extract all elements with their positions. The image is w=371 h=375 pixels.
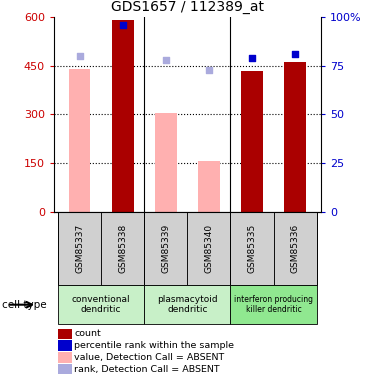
Point [77,53,83,59]
Bar [144,285,230,324]
Text: GSM85335: GSM85335 [247,224,256,273]
Bar [58,212,101,285]
Bar [241,70,263,212]
Bar [198,161,220,212]
Bar [230,285,316,324]
Text: percentile rank within the sample: percentile rank within the sample [74,341,234,350]
Text: rank, Detection Call = ABSENT: rank, Detection Call = ABSENT [74,364,220,374]
Text: GSM85337: GSM85337 [75,224,84,273]
Bar [187,212,230,285]
Bar [112,20,134,212]
Bar [284,62,306,212]
Text: count: count [74,330,101,339]
Text: interferon producing
killer dendritic: interferon producing killer dendritic [234,295,313,314]
Text: plasmacytoid
dendritic: plasmacytoid dendritic [157,295,218,314]
Point [163,57,169,63]
Text: cell type: cell type [2,300,46,310]
Text: GSM85339: GSM85339 [161,224,170,273]
Point [206,66,212,72]
Bar [144,212,187,285]
Bar [101,212,144,285]
Bar [230,212,273,285]
Title: GDS1657 / 112389_at: GDS1657 / 112389_at [111,0,264,15]
Point [120,22,126,28]
Text: GSM85336: GSM85336 [290,224,299,273]
Point [292,51,298,57]
Text: value, Detection Call = ABSENT: value, Detection Call = ABSENT [74,353,224,362]
Bar [273,212,316,285]
Bar [58,285,144,324]
Text: GSM85338: GSM85338 [118,224,127,273]
Bar [69,69,91,212]
Text: GSM85340: GSM85340 [204,224,213,273]
Text: conventional
dendritic: conventional dendritic [72,295,131,314]
Point [249,55,255,61]
Bar [155,113,177,212]
